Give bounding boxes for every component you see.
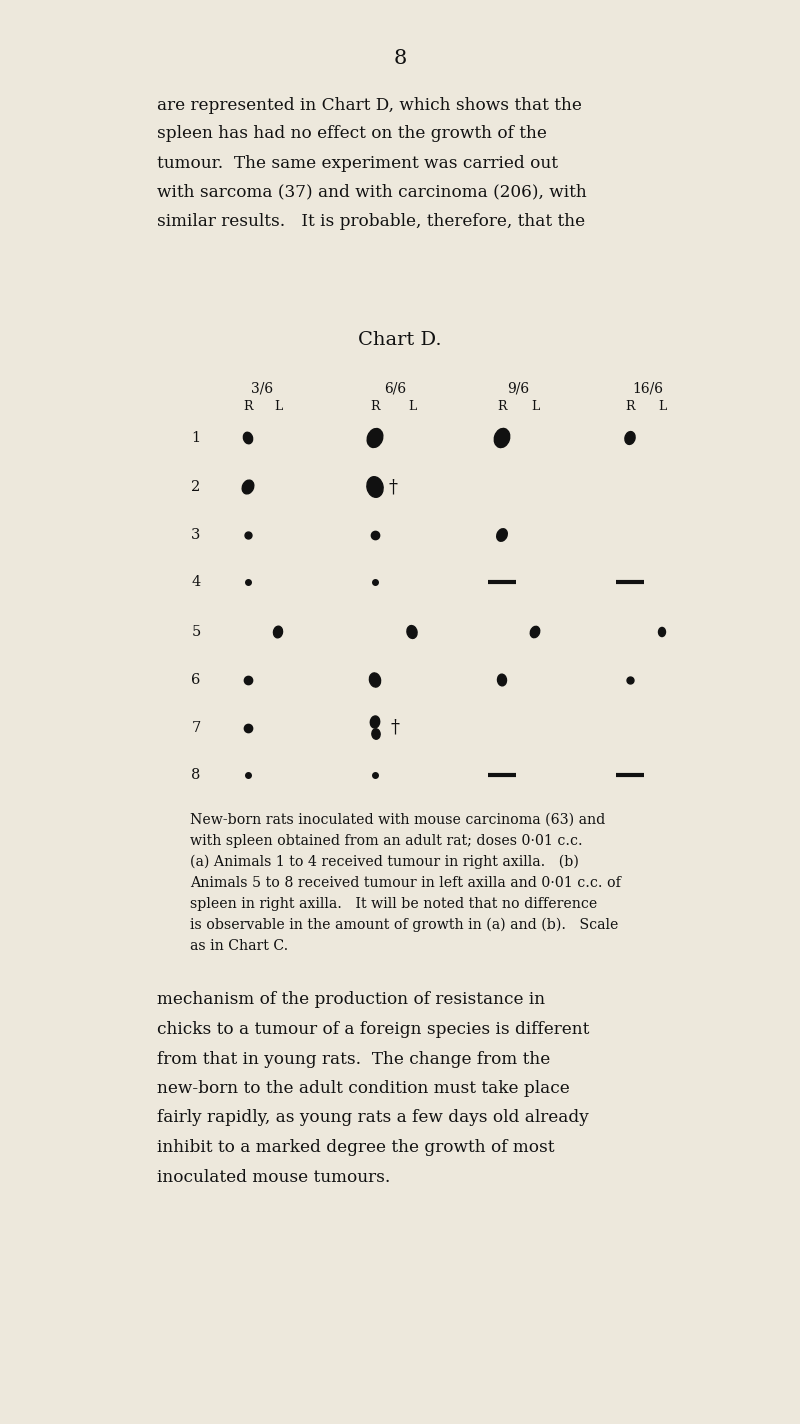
Text: inoculated mouse tumours.: inoculated mouse tumours. [157, 1169, 390, 1186]
Ellipse shape [242, 480, 254, 494]
Ellipse shape [407, 625, 417, 638]
Text: new-born to the adult condition must take place: new-born to the adult condition must tak… [157, 1079, 570, 1096]
Text: 9/6: 9/6 [507, 382, 529, 394]
Ellipse shape [370, 674, 381, 686]
Ellipse shape [625, 431, 635, 444]
Text: L: L [658, 400, 666, 413]
Text: 4: 4 [191, 575, 201, 590]
Text: from that in young rats.  The change from the: from that in young rats. The change from… [157, 1051, 550, 1068]
Text: L: L [408, 400, 416, 413]
Text: 2: 2 [191, 480, 201, 494]
Ellipse shape [370, 716, 380, 728]
Text: †: † [389, 478, 398, 496]
Text: fairly rapidly, as young rats a few days old already: fairly rapidly, as young rats a few days… [157, 1109, 589, 1126]
Ellipse shape [498, 674, 506, 686]
Text: spleen has had no effect on the growth of the: spleen has had no effect on the growth o… [157, 125, 547, 142]
Ellipse shape [367, 477, 383, 497]
Ellipse shape [658, 628, 666, 637]
Text: chicks to a tumour of a foreign species is different: chicks to a tumour of a foreign species … [157, 1021, 590, 1038]
Text: 3/6: 3/6 [251, 382, 273, 394]
Text: Animals 5 to 8 received tumour in left axilla and 0·01 c.c. of: Animals 5 to 8 received tumour in left a… [190, 876, 621, 890]
Text: 6/6: 6/6 [384, 382, 406, 394]
Text: 8: 8 [191, 768, 201, 782]
Text: Chart D.: Chart D. [358, 330, 442, 349]
Ellipse shape [497, 528, 507, 541]
Text: 8: 8 [394, 48, 406, 67]
Text: L: L [274, 400, 282, 413]
Text: 5: 5 [191, 625, 201, 639]
Text: †: † [390, 719, 399, 738]
Ellipse shape [530, 627, 540, 638]
Text: is observable in the amount of growth in (a) and (b).   Scale: is observable in the amount of growth in… [190, 918, 618, 933]
Text: L: L [531, 400, 539, 413]
Text: R: R [243, 400, 253, 413]
Text: 16/6: 16/6 [633, 382, 663, 394]
Text: 6: 6 [191, 674, 201, 686]
Text: inhibit to a marked degree the growth of most: inhibit to a marked degree the growth of… [157, 1139, 554, 1156]
Ellipse shape [274, 627, 282, 638]
Text: 3: 3 [191, 528, 201, 543]
Text: R: R [626, 400, 634, 413]
Text: with sarcoma (37) and with carcinoma (206), with: with sarcoma (37) and with carcinoma (20… [157, 184, 586, 201]
Text: (a) Animals 1 to 4 received tumour in right axilla.   (b): (a) Animals 1 to 4 received tumour in ri… [190, 854, 579, 869]
Text: as in Chart C.: as in Chart C. [190, 938, 288, 953]
Text: tumour.  The same experiment was carried out: tumour. The same experiment was carried … [157, 154, 558, 171]
Text: mechanism of the production of resistance in: mechanism of the production of resistanc… [157, 991, 545, 1008]
Ellipse shape [494, 429, 510, 447]
Text: are represented in Chart D, which shows that the: are represented in Chart D, which shows … [157, 97, 582, 114]
Text: 1: 1 [191, 431, 201, 444]
Ellipse shape [372, 729, 380, 739]
Text: similar results.   It is probable, therefore, that the: similar results. It is probable, therefo… [157, 212, 585, 229]
Text: R: R [370, 400, 380, 413]
Text: with spleen obtained from an adult rat; doses 0·01 c.c.: with spleen obtained from an adult rat; … [190, 834, 582, 849]
Ellipse shape [243, 433, 253, 444]
Text: 7: 7 [191, 721, 201, 735]
Text: spleen in right axilla.   It will be noted that no difference: spleen in right axilla. It will be noted… [190, 897, 598, 911]
Ellipse shape [367, 429, 383, 447]
Text: R: R [498, 400, 506, 413]
Text: New-born rats inoculated with mouse carcinoma (63) and: New-born rats inoculated with mouse carc… [190, 813, 606, 827]
